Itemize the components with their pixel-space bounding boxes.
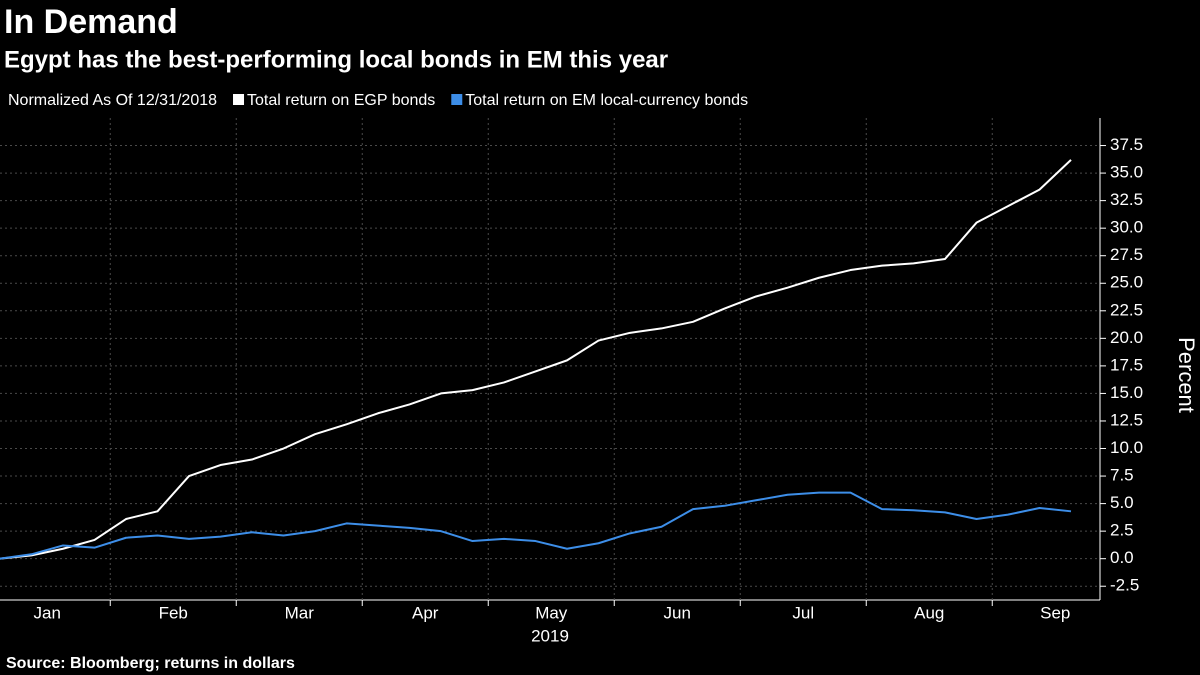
data-line [0,159,1072,560]
y-tick-label: 5.0 [1110,493,1134,512]
y-tick-label: 37.5 [1110,135,1143,154]
y-tick-label: 25.0 [1110,273,1143,292]
y-tick-label: 22.5 [1110,300,1143,319]
legend-swatch [451,94,463,105]
x-tick-label: Apr [412,603,439,622]
y-tick-label: 10.0 [1110,438,1143,457]
y-tick-label: 17.5 [1110,355,1143,374]
x-tick-label: Sep [1040,603,1070,622]
y-tick-label: 27.5 [1110,245,1143,264]
legend-label: Total return on EM local-currency bonds [465,92,748,109]
x-axis-label: 2019 [531,626,569,645]
legend-title: Normalized As Of 12/31/2018 [8,92,217,109]
chart-subtitle: Egypt has the best-performing local bond… [4,46,668,73]
x-tick-label: Jan [34,603,61,622]
y-tick-label: 12.5 [1110,410,1143,429]
y-tick-label: 0.0 [1110,548,1134,567]
x-tick-label: Feb [159,603,188,622]
y-axis-label: Percent [1174,337,1199,413]
y-tick-label: 32.5 [1110,190,1143,209]
x-tick-label: Mar [285,603,315,622]
legend-swatch [233,94,245,105]
y-tick-label: 2.5 [1110,521,1134,540]
x-tick-label: Aug [914,603,944,622]
legend-label: Total return on EGP bonds [247,92,435,109]
chart-title: In Demand [4,3,178,41]
y-tick-label: 15.0 [1110,383,1143,402]
source-note: Source: Bloomberg; returns in dollars [6,655,295,672]
y-tick-label: 7.5 [1110,466,1134,485]
y-tick-label: 20.0 [1110,328,1143,347]
x-tick-label: May [535,603,568,622]
x-tick-label: Jul [792,603,814,622]
y-tick-label: -2.5 [1110,576,1139,595]
y-tick-label: 35.0 [1110,163,1143,182]
x-tick-label: Jun [664,603,691,622]
data-line [0,491,1072,560]
y-tick-label: 30.0 [1110,218,1143,237]
